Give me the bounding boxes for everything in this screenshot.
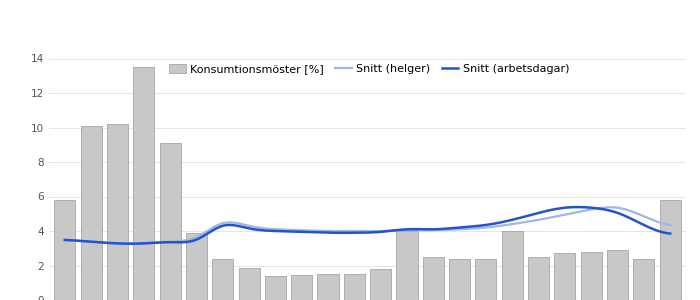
Text: Spara snapshot: Spara snapshot [591,36,673,46]
Bar [423,257,444,300]
Bar [607,250,628,300]
Bar [370,269,391,300]
Text: 28%: 28% [664,7,686,17]
Text: Snapshots: Snapshots [217,35,279,48]
Text: Grafer: Grafer [140,35,178,48]
Text: Logga ut: Logga ut [627,35,679,48]
Bar [80,126,101,300]
Bar [634,259,654,300]
Text: 12:56: 12:56 [14,7,47,17]
Bar [107,124,128,300]
Bar [502,231,523,300]
Bar [318,274,339,300]
Bar [160,143,181,300]
Legend: Konsumtionsmöster [%], Snitt (helger), Snitt (arbetsdagar): Konsumtionsmöster [%], Snitt (helger), S… [169,64,569,74]
Bar [133,67,154,300]
Bar [528,257,549,300]
Bar [265,276,286,300]
Bar [554,254,575,300]
Text: Om appen: Om appen [28,35,90,48]
Bar [475,259,496,300]
Bar [396,231,417,300]
Bar [344,274,365,300]
Bar [581,252,602,300]
Bar [659,200,680,300]
Bar [449,260,470,300]
Bar [291,275,312,300]
Bar [55,200,76,300]
Bar [212,259,233,300]
Bar [186,233,207,300]
Bar [239,268,260,300]
